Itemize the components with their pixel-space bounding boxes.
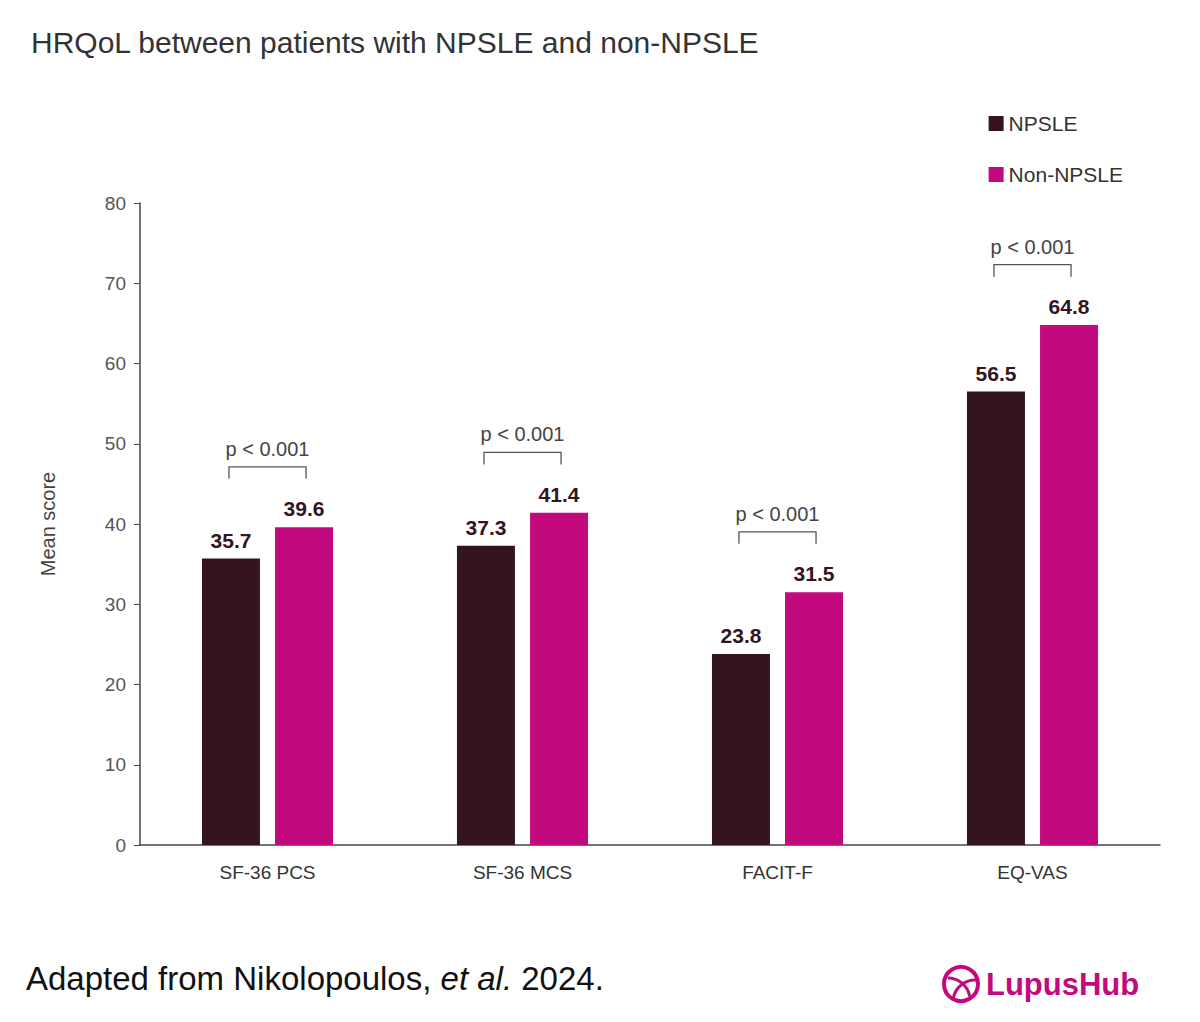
svg-text:40: 40 — [105, 514, 126, 535]
svg-text:56.5: 56.5 — [976, 362, 1017, 385]
svg-text:10: 10 — [105, 754, 126, 775]
svg-text:37.3: 37.3 — [466, 516, 507, 539]
svg-text:0: 0 — [115, 835, 126, 856]
svg-text:p < 0.001: p < 0.001 — [736, 503, 820, 525]
svg-text:Mean score: Mean score — [37, 472, 59, 577]
svg-text:80: 80 — [105, 193, 126, 214]
svg-text:Adapted from Nikolopoulos,: Adapted from Nikolopoulos, — [26, 960, 441, 997]
svg-text:64.8: 64.8 — [1049, 295, 1090, 318]
svg-text:35.7: 35.7 — [211, 529, 252, 552]
svg-text:p < 0.001: p < 0.001 — [481, 423, 565, 445]
svg-text:FACIT-F: FACIT-F — [742, 862, 813, 883]
svg-text:2024.: 2024. — [512, 960, 604, 997]
svg-text:30: 30 — [105, 594, 126, 615]
svg-text:p < 0.001: p < 0.001 — [226, 438, 310, 460]
svg-text:SF-36 PCS: SF-36 PCS — [219, 862, 315, 883]
svg-text:NPSLE: NPSLE — [1009, 112, 1078, 135]
svg-text:SF-36 MCS: SF-36 MCS — [473, 862, 572, 883]
svg-text:70: 70 — [105, 273, 126, 294]
svg-text:LupusHub: LupusHub — [986, 967, 1139, 1002]
svg-text:EQ-VAS: EQ-VAS — [997, 862, 1067, 883]
svg-text:et al.: et al. — [441, 960, 513, 997]
svg-text:41.4: 41.4 — [539, 483, 580, 506]
svg-text:50: 50 — [105, 433, 126, 454]
svg-text:60: 60 — [105, 353, 126, 374]
svg-text:31.5: 31.5 — [794, 562, 835, 585]
svg-text:HRQoL between patients with NP: HRQoL between patients with NPSLE and no… — [31, 26, 759, 59]
svg-text:39.6: 39.6 — [284, 497, 325, 520]
svg-text:Non-NPSLE: Non-NPSLE — [1009, 163, 1123, 186]
svg-text:23.8: 23.8 — [721, 624, 762, 647]
svg-text:20: 20 — [105, 674, 126, 695]
svg-text:p < 0.001: p < 0.001 — [991, 236, 1075, 258]
